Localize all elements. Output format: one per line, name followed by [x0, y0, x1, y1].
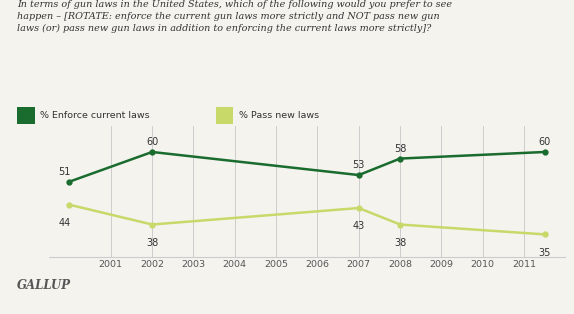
Text: 60: 60: [538, 137, 551, 147]
Text: 58: 58: [394, 143, 406, 154]
Text: In terms of gun laws in the United States, which of the following would you pref: In terms of gun laws in the United State…: [17, 0, 452, 33]
Bar: [17, 107, 35, 124]
Text: 38: 38: [394, 238, 406, 248]
Text: % Pass new laws: % Pass new laws: [239, 111, 319, 120]
Text: GALLUP: GALLUP: [17, 279, 71, 292]
Text: 43: 43: [352, 221, 365, 231]
Text: 51: 51: [59, 167, 71, 177]
Bar: [216, 107, 233, 124]
Text: % Enforce current laws: % Enforce current laws: [40, 111, 150, 120]
Text: 38: 38: [146, 238, 158, 248]
Text: 35: 35: [538, 247, 551, 257]
Text: 60: 60: [146, 137, 158, 147]
Text: 53: 53: [352, 160, 365, 170]
Text: 44: 44: [59, 218, 71, 228]
